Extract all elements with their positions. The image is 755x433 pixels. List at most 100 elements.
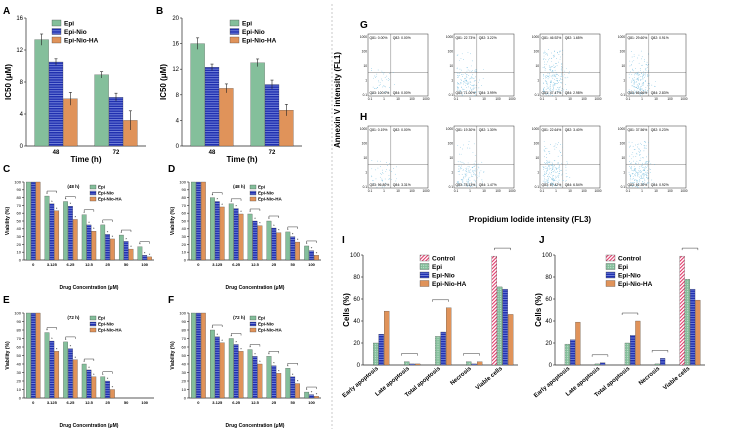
flow-event-dot (388, 175, 390, 176)
flow-event-dot (378, 81, 380, 83)
flow-event-dot (457, 73, 459, 74)
flow-event-dot (648, 70, 649, 72)
flow-event-dot (637, 146, 638, 148)
flow-event-dot (553, 165, 555, 167)
flow-event-dot (385, 170, 387, 172)
xtick-label-e: 6.25 (67, 400, 76, 405)
quadrant-q4-label: Q84: 3.31% (393, 183, 411, 187)
flow-event-dot (549, 172, 550, 174)
flow-xtick-label: 1000 (508, 189, 515, 193)
flow-event-dot (632, 78, 634, 80)
flow-event-dot (640, 86, 642, 87)
flow-event-dot (556, 63, 557, 64)
flow-ytick-label: 0.1 (621, 185, 626, 189)
flow-ytick-label: 10 (449, 156, 453, 160)
flow-event-dot (457, 181, 459, 183)
flow-event-dot (379, 82, 381, 84)
flow-event-dot (642, 157, 643, 159)
flow-event-dot (475, 84, 477, 86)
flow-event-dot (560, 186, 562, 187)
flow-event-dot (551, 95, 553, 97)
flow-event-dot (639, 74, 641, 75)
flow-event-dot (461, 167, 463, 169)
flow-event-dot (645, 148, 647, 149)
flow-ytick-label: 100 (362, 50, 368, 54)
flow-event-dot (565, 179, 567, 181)
flow-event-dot (641, 76, 643, 77)
flow-event-dot (547, 53, 548, 55)
flow-event-dot (637, 74, 639, 76)
flow-event-dot (555, 89, 557, 90)
flow-event-dot (648, 182, 650, 184)
flow-xtick-label: 1000 (508, 97, 515, 101)
flow-event-dot (551, 165, 553, 166)
flow-event-dot (552, 178, 554, 179)
flow-event-dot (557, 82, 559, 83)
flow-event-dot (473, 170, 475, 172)
flow-event-dot (462, 185, 464, 186)
flow-event-dot (554, 85, 556, 86)
flow-event-dot (457, 83, 459, 84)
flow-event-dot (558, 171, 560, 172)
flow-ytick-label: 0.1 (449, 185, 454, 189)
flow-event-dot (478, 175, 480, 177)
flow-event-dot (457, 86, 458, 88)
flow-ytick-label: 1 (623, 171, 625, 175)
bar-c-epi-nio (105, 234, 110, 261)
xtick-label-f: 100 (308, 400, 315, 405)
flow-event-dot (643, 82, 644, 83)
significance-bracket-c (102, 219, 113, 222)
flow-event-dot (629, 60, 631, 62)
flow-event-dot (638, 91, 640, 92)
flow-event-dot (483, 68, 484, 70)
flow-event-dot (461, 80, 462, 81)
flow-event-dot (635, 81, 637, 83)
bar-c-epi-nio (123, 241, 129, 261)
flow-event-dot (551, 57, 553, 59)
flow-event-dot (458, 170, 460, 172)
flow-event-dot (645, 90, 646, 92)
bar-i-epi-nio-ha (384, 310, 390, 366)
ytick-label-d: 70 (182, 203, 187, 208)
xtick-label-e: 3.125 (47, 400, 58, 405)
flow-event-dot (642, 78, 644, 80)
ytick-label-e: 0 (19, 395, 22, 400)
legend-label-a: Epi-Nio (64, 29, 87, 36)
significance-mark-e: * (88, 365, 90, 370)
flow-event-dot (643, 71, 645, 73)
bar-e-epi-nio (68, 348, 73, 399)
flow-event-dot (628, 89, 630, 91)
flow-event-dot (639, 155, 640, 156)
flow-event-dot (642, 74, 644, 76)
flow-event-dot (641, 178, 642, 179)
flow-event-dot (554, 51, 556, 53)
legend-label-c: Epi-Nio (98, 191, 114, 196)
flow-event-dot (635, 156, 637, 157)
flow-event-dot (646, 61, 648, 63)
flow-xtick-label: 1000 (422, 189, 429, 193)
flow-event-dot (563, 180, 564, 181)
legend-swatch-i (419, 263, 430, 270)
flow-event-dot (547, 93, 548, 94)
flow-event-dot (565, 176, 567, 178)
significance-mark-d: * (254, 216, 256, 221)
flow-event-dot (558, 89, 559, 91)
flow-event-dot (548, 173, 549, 175)
flow-event-dot (633, 80, 635, 81)
flow-event-dot (645, 75, 646, 77)
legend-swatch-i (419, 271, 430, 279)
flow-event-dot (387, 165, 388, 166)
significance-mark-c: * (93, 226, 95, 231)
flow-event-dot (552, 70, 554, 72)
flow-event-dot (547, 76, 548, 77)
flow-event-dot (477, 163, 479, 165)
ylabel-b: IC50 (μM) (159, 64, 168, 100)
flow-event-dot (550, 69, 551, 71)
flow-event-dot (555, 183, 556, 185)
panel-label-b: B (156, 6, 163, 17)
significance-mark-f: * (306, 387, 308, 392)
flow-event-dot (647, 177, 649, 178)
flow-event-dot (638, 167, 640, 169)
flow-event-dot (547, 78, 549, 80)
bar-a-epi-nio (108, 97, 124, 147)
